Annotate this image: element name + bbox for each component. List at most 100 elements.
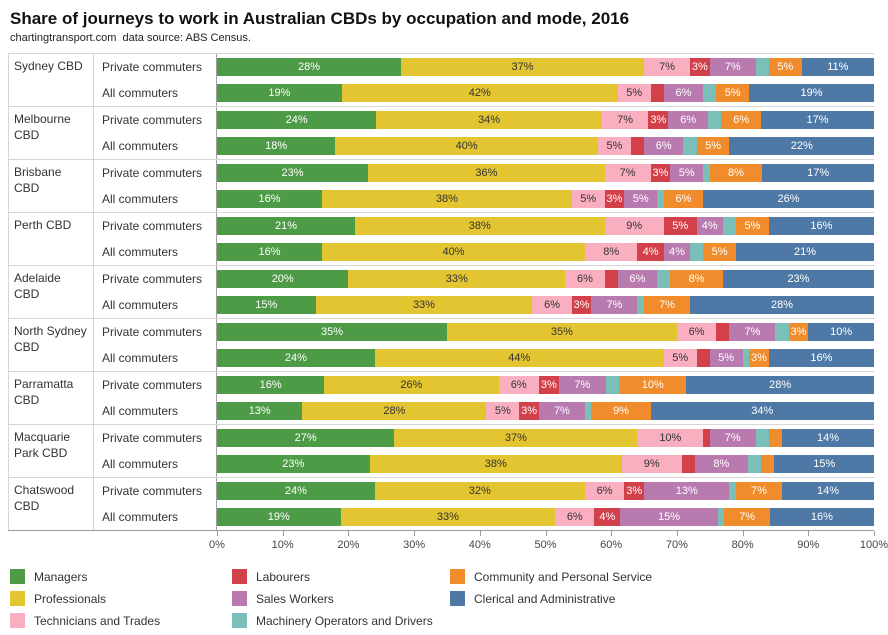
bar-segment: 4% [663,243,691,262]
segment-label: 7% [574,379,591,392]
bar-segment: 13% [217,402,303,421]
segment-label: 20% [271,273,294,286]
bar-segment [722,217,737,236]
segment-label: 18% [265,140,288,153]
bar-segment: 33% [348,270,566,289]
bar-row: All commuters 16% 40% 8% 4% 4% 5% 21% [94,239,874,266]
legend-item: Managers [10,569,232,585]
segment-label: 7% [659,61,675,74]
legend-label: Technicians and Trades [34,613,161,628]
stacked-bar: 35% 35% 6% 7% 3% 10% [217,323,874,342]
bar-row: All commuters 15% 33% 6% 3% 7% 7% 28% [94,292,874,319]
bar-cell: 23% 38% 9% 8% 15% [216,451,874,478]
bar-cell: 19% 42% 5% 6% 5% 19% [216,80,874,107]
bar-segment: 22% [729,137,874,156]
bar-rows: Private commuters 24% 32% 6% 3% 13% 7% 14% All c… [94,478,874,531]
segment-label: 4% [668,246,685,259]
segment-label: 15% [255,299,278,312]
bar-row: All commuters 24% 44% 5% 5% 3% 16% [94,345,874,372]
segment-label: 6% [566,511,583,524]
bar-segment: 10% [808,323,874,342]
segment-label: 38% [468,220,491,233]
bar-segment: 15% [217,296,316,315]
segment-label: 13% [675,485,698,498]
legend-column: Labourers Sales Workers Machinery Operator… [232,569,450,629]
bar-segment [775,323,789,342]
segment-label: 21% [274,220,297,233]
bar-segment [761,455,775,474]
segment-label: 22% [790,140,813,153]
bar-segment [755,429,769,448]
bar-segment: 5% [696,137,730,156]
segment-label: 40% [455,140,478,153]
bar-segment: 9% [604,217,664,236]
segment-label: 10% [641,379,664,392]
bar-segment: 3% [624,482,645,501]
segment-label: 38% [484,458,507,471]
stacked-bar: 24% 32% 6% 3% 13% 7% 14% [217,482,874,501]
bar-segment: 10% [619,376,687,395]
segment-label: 27% [294,432,317,445]
bar-segment: 6% [584,482,625,501]
bar-segment: 3% [538,376,559,395]
bar-segment: 26% [703,190,874,209]
bar-row: Private commuters 35% 35% 6% 7% 3% 10% [94,319,874,346]
bar-segment: 5% [663,349,697,368]
segment-label: 15% [658,511,681,524]
segment-label: 23% [282,458,305,471]
segment-label: 3% [626,485,643,498]
bar-segment: 14% [782,482,874,501]
stacked-bar: 19% 33% 6% 4% 15% 7% 16% [217,508,874,527]
bar-segment: 7% [736,482,782,501]
cbd-label: Chatswood CBD [9,478,94,531]
stacked-bar: 19% 42% 5% 6% 5% 19% [217,84,874,103]
mode-label: All commuters [102,86,179,101]
legend-swatch [10,613,25,629]
bar-segment [742,349,750,368]
segment-label: 34% [478,114,501,127]
segment-label: 4% [701,220,718,233]
bar-segment [703,84,717,103]
segment-label: 5% [606,140,623,153]
cbd-label: Melbourne CBD [9,107,94,160]
bar-segment: 5% [617,84,651,103]
stacked-bar: 16% 26% 6% 3% 7% 10% 28% [217,376,874,395]
bar-segment: 16% [768,349,874,368]
segment-label: 6% [629,273,646,286]
segment-label: 42% [468,87,491,100]
segment-label: 28% [769,379,792,392]
legend-swatch [10,591,25,607]
bar-segment: 6% [532,296,572,315]
bar-group: Adelaide CBD Private commuters 20% 33% 6% 6% 8… [8,265,875,319]
segment-label: 8% [713,458,730,471]
bar-segment [729,482,737,501]
stacked-bar: 20% 33% 6% 6% 8% 23% [217,270,875,289]
stacked-bar: 23% 36% 7% 3% 5% 8% 17% [217,164,874,183]
bar-segment: 19% [217,84,342,103]
legend-swatch [232,569,247,585]
segment-label: 6% [675,87,692,100]
bar-segment: 7% [538,402,585,421]
x-tick-mark [808,531,810,537]
bar-segment: 16% [217,376,325,395]
mode-label: All commuters [102,139,179,154]
mode-label: Private commuters [102,378,203,393]
segment-label: 16% [258,193,281,206]
segment-label: 3% [573,299,590,312]
segment-label: 16% [810,220,833,233]
bar-row: All commuters 23% 38% 9% 8% 15% [94,451,874,478]
bar-cell: 20% 33% 6% 6% 8% 23% [216,266,875,293]
bar-segment [755,58,769,77]
bar-cell: 13% 28% 5% 3% 7% 9% 34% [216,398,874,425]
legend-column: Community and Personal Service Clerical a… [450,569,652,628]
bar-segment: 5% [571,190,605,209]
bar-segment: 6% [663,84,704,103]
segment-label: 21% [794,246,817,259]
bar-rows: Private commuters 23% 36% 7% 3% 5% 8% 17% All co… [94,160,874,213]
segment-label: 3% [652,167,669,180]
bar-cell: 16% 26% 6% 3% 7% 10% 28% [216,372,874,399]
mode-label: All commuters [102,298,179,313]
bar-segment: 21% [217,217,355,236]
mode-label: All commuters [102,404,179,419]
bar-row: All commuters 19% 42% 5% 6% 5% 19% [94,80,874,107]
